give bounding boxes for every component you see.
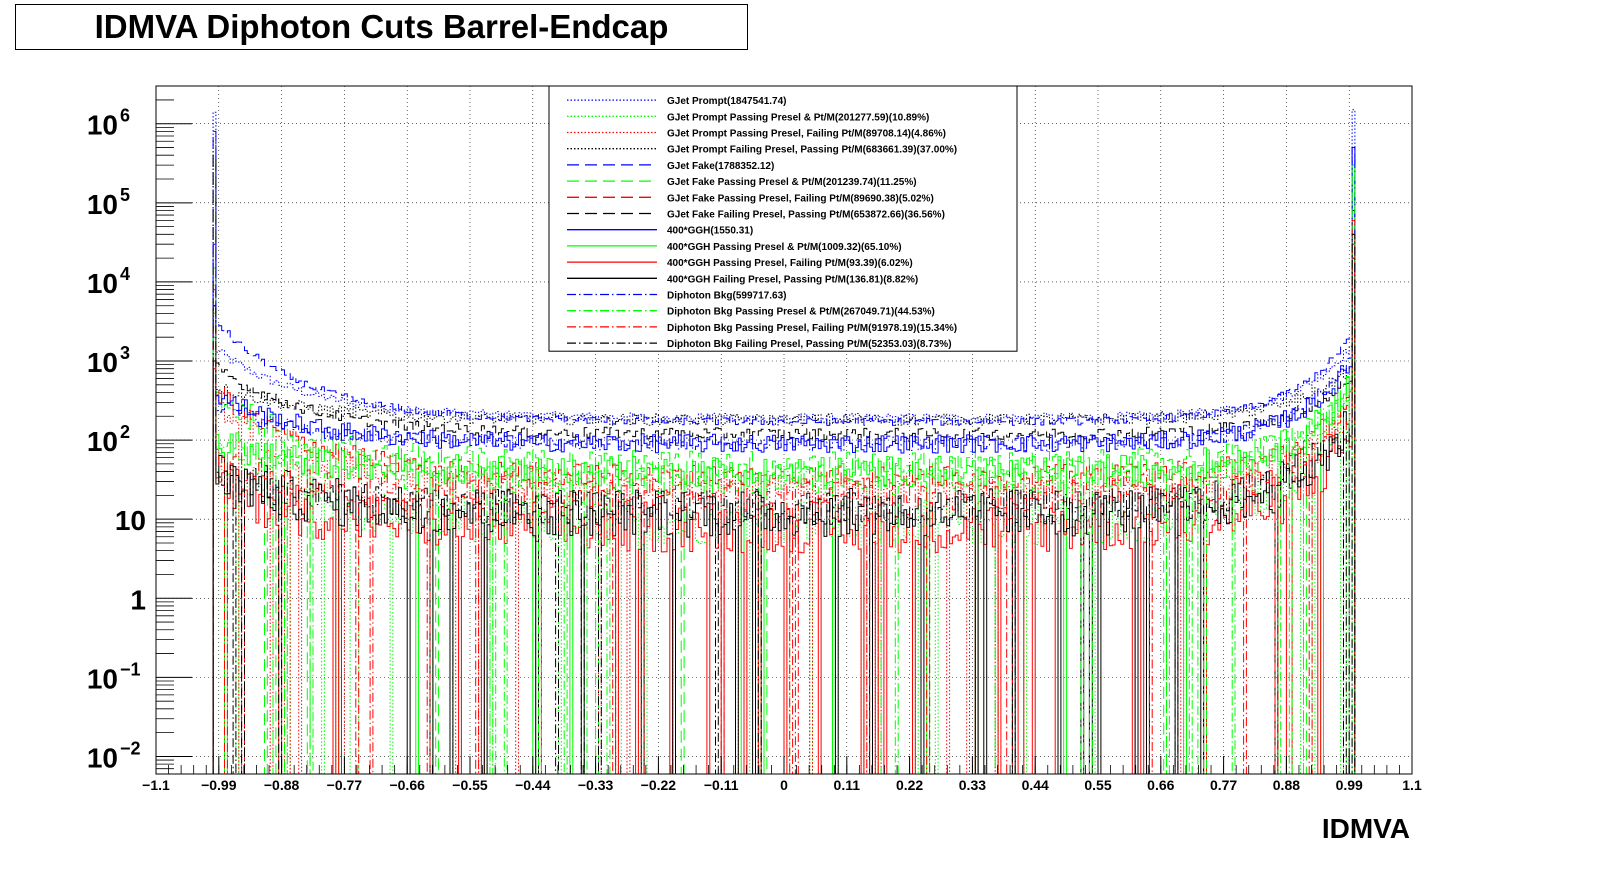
x-tick-label: −0.55	[452, 777, 488, 793]
x-tick-label: −0.66	[389, 777, 425, 793]
legend-entry: Diphoton Bkg Passing Presel & Pt/M(26704…	[667, 307, 935, 318]
legend-entry: Diphoton Bkg(599717.63)	[667, 291, 786, 302]
axis-layer: −1.1 −0.99 −0.88 −0.77 −0.66 −0.55 −0.44 −0.33 −…	[87, 85, 1422, 793]
legend-entry: GJet Fake(1788352.12)	[667, 161, 774, 172]
legend-entry: 400*GGH Passing Presel, Failing Pt/M(93.…	[667, 258, 913, 269]
series-line	[212, 164, 1356, 774]
chart-title-box: IDMVA Diphoton Cuts Barrel-Endcap	[15, 4, 748, 50]
series-line	[212, 257, 1356, 774]
y-tick-label: 10	[87, 189, 118, 220]
x-tick-label: 1.1	[1402, 777, 1422, 793]
y-tick-label: 10	[115, 505, 146, 536]
x-tick-label: 0.44	[1022, 777, 1049, 793]
series-line	[212, 219, 1356, 774]
chart-title: IDMVA Diphoton Cuts Barrel-Endcap	[94, 8, 669, 45]
x-tick-label: −0.44	[515, 777, 551, 793]
x-tick-label: −0.77	[327, 777, 363, 793]
x-tick-label: 0.55	[1084, 777, 1111, 793]
y-tick-label: 10	[87, 268, 118, 299]
series-layer	[212, 109, 1356, 774]
y-tick-label: 10	[87, 742, 118, 773]
legend-entry: GJet Fake Passing Presel, Failing Pt/M(8…	[667, 193, 934, 204]
x-tick-label: 0.33	[959, 777, 986, 793]
x-tick-label: −0.33	[578, 777, 614, 793]
legend-entry: Diphoton Bkg Failing Presel, Passing Pt/…	[667, 339, 952, 350]
y-tick-exponent: −2	[120, 738, 141, 758]
x-tick-label: 0.66	[1147, 777, 1174, 793]
series-line	[212, 130, 1356, 774]
x-tick-label: −0.88	[264, 777, 300, 793]
series-line	[212, 147, 1356, 774]
x-tick-label: 0.11	[834, 777, 861, 793]
series-line	[212, 109, 1356, 774]
y-tick-label: 10	[87, 347, 118, 378]
y-tick-exponent: −1	[120, 659, 141, 679]
legend-entry: GJet Fake Passing Presel & Pt/M(201239.7…	[667, 177, 917, 188]
y-tick-exponent: 6	[120, 106, 130, 126]
x-axis-label: IDMVA	[1322, 813, 1410, 844]
legend-entry: Diphoton Bkg Passing Presel, Failing Pt/…	[667, 323, 957, 334]
y-tick-label: 10	[87, 663, 118, 694]
x-tick-label: −0.22	[641, 777, 677, 793]
legend-entry: GJet Prompt Failing Presel, Passing Pt/M…	[667, 145, 957, 156]
legend-entry: GJet Prompt Passing Presel, Failing Pt/M…	[667, 129, 946, 140]
x-tick-label: 0	[780, 777, 788, 793]
y-tick-exponent: 2	[120, 422, 130, 442]
x-tick-label: 0.22	[896, 777, 923, 793]
legend: GJet Prompt(1847541.74) GJet Prompt Passi…	[548, 85, 1018, 352]
y-tick-exponent: 3	[120, 343, 130, 363]
legend-box	[548, 85, 1018, 352]
x-tick-label: −0.99	[201, 777, 237, 793]
y-tick-exponent: 4	[120, 264, 130, 284]
y-tick-label: 10	[87, 110, 118, 141]
legend-entry: GJet Prompt(1847541.74)	[667, 96, 787, 107]
x-tick-label: −0.11	[704, 777, 739, 793]
y-tick-exponent: 5	[120, 185, 130, 205]
legend-entry: 400*GGH Failing Presel, Passing Pt/M(136…	[667, 274, 918, 285]
x-tick-label: 0.99	[1336, 777, 1363, 793]
legend-entry: GJet Prompt Passing Presel & Pt/M(201277…	[667, 112, 929, 123]
x-tick-label: 0.77	[1210, 777, 1237, 793]
series-line	[212, 154, 1356, 774]
legend-entry: 400*GGH(1550.31)	[667, 226, 753, 237]
y-tick-label: 10	[87, 426, 118, 457]
y-tick-label: 1	[130, 584, 146, 615]
x-tick-label: −1.1	[142, 777, 170, 793]
x-tick-label: 0.88	[1273, 777, 1300, 793]
series-line	[212, 233, 1356, 774]
series-line	[212, 154, 1356, 774]
series-line	[212, 170, 1356, 774]
legend-entry: GJet Fake Failing Presel, Passing Pt/M(6…	[667, 210, 945, 221]
legend-entry: 400*GGH Passing Presel & Pt/M(1009.32)(6…	[667, 242, 902, 253]
